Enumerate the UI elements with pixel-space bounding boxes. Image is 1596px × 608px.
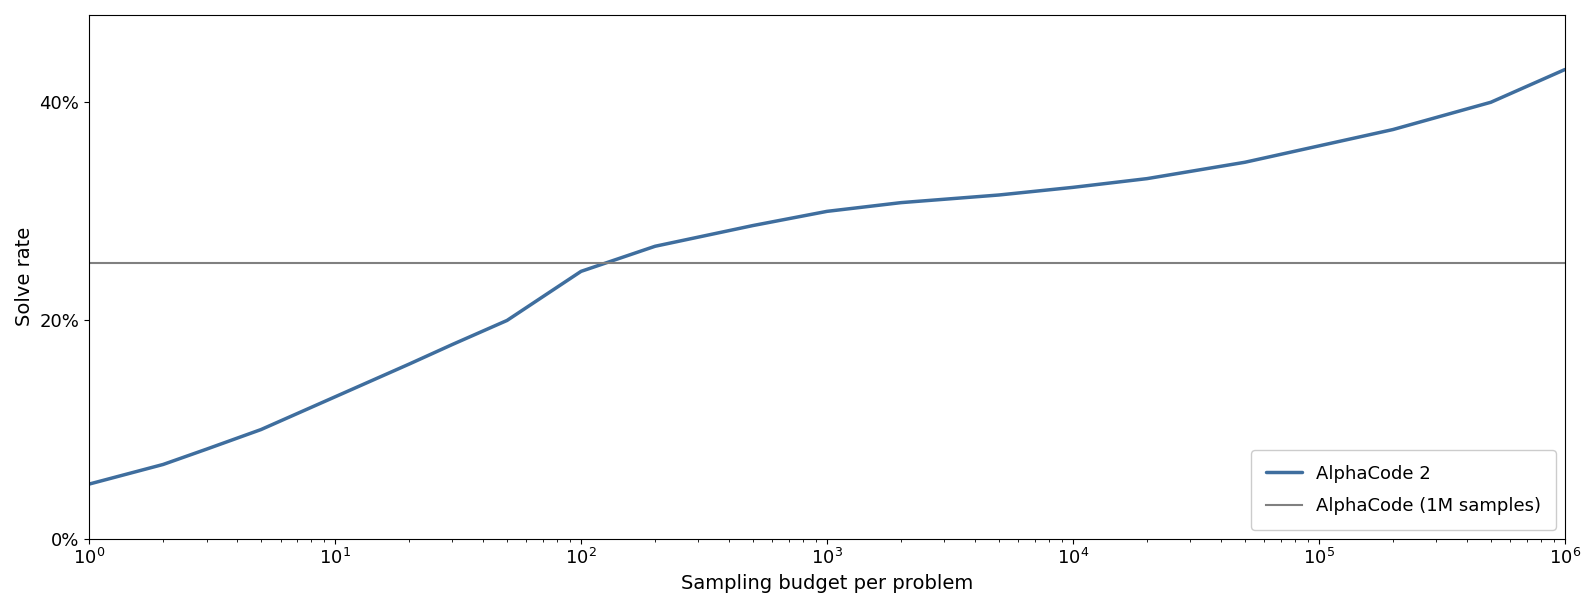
AlphaCode 2: [645, 243, 664, 250]
AlphaCode 2: [498, 317, 517, 324]
AlphaCode 2: [399, 361, 418, 368]
AlphaCode 2: [571, 268, 591, 275]
AlphaCode 2: [1063, 184, 1082, 191]
AlphaCode 2: [744, 222, 763, 229]
AlphaCode 2: [1384, 126, 1403, 133]
Y-axis label: Solve rate: Solve rate: [14, 227, 34, 326]
AlphaCode 2: [990, 192, 1009, 199]
AlphaCode 2: [1138, 175, 1157, 182]
AlphaCode 2: [892, 199, 911, 206]
AlphaCode 2: [817, 208, 836, 215]
AlphaCode 2: [1235, 159, 1254, 166]
AlphaCode 2: [153, 461, 172, 468]
AlphaCode 2: [196, 446, 215, 453]
AlphaCode 2: [80, 480, 99, 488]
Legend: AlphaCode 2, AlphaCode (1M samples): AlphaCode 2, AlphaCode (1M samples): [1251, 451, 1556, 530]
AlphaCode 2: [326, 393, 345, 401]
AlphaCode 2: [1555, 66, 1574, 73]
AlphaCode 2: [442, 341, 461, 348]
AlphaCode 2: [1481, 98, 1500, 106]
AlphaCode (1M samples): [80, 259, 99, 266]
AlphaCode 2: [1309, 142, 1328, 150]
X-axis label: Sampling budget per problem: Sampling budget per problem: [681, 574, 974, 593]
AlphaCode 2: [252, 426, 271, 433]
Line: AlphaCode 2: AlphaCode 2: [89, 69, 1564, 484]
